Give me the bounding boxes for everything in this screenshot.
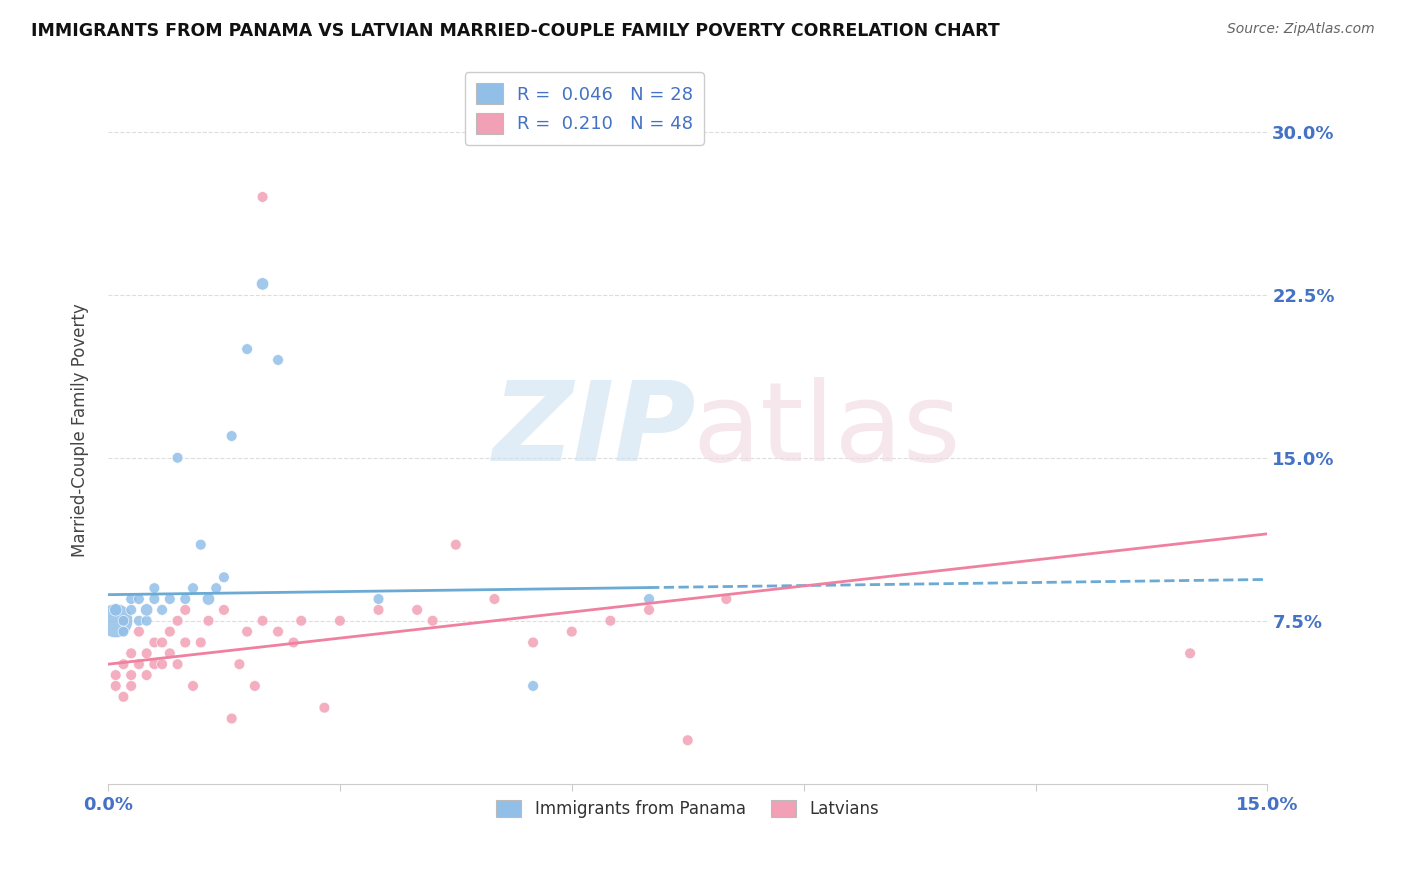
Point xyxy=(104,679,127,693)
Text: atlas: atlas xyxy=(693,377,962,484)
Point xyxy=(267,624,290,639)
Point xyxy=(190,635,212,649)
Point xyxy=(135,603,157,617)
Point xyxy=(166,614,188,628)
Point xyxy=(212,570,235,584)
Point xyxy=(205,581,228,595)
Point xyxy=(243,679,266,693)
Point xyxy=(221,429,243,443)
Point xyxy=(120,646,142,660)
Point xyxy=(314,700,336,714)
Point xyxy=(290,614,312,628)
Point xyxy=(228,657,250,672)
Point xyxy=(143,581,166,595)
Point xyxy=(120,603,142,617)
Point xyxy=(252,190,274,204)
Point xyxy=(128,592,150,607)
Point xyxy=(143,635,166,649)
Point xyxy=(181,679,204,693)
Point xyxy=(367,603,389,617)
Point xyxy=(444,538,467,552)
Point xyxy=(236,342,259,356)
Point xyxy=(406,603,429,617)
Point xyxy=(150,635,173,649)
Point xyxy=(716,592,738,607)
Point xyxy=(159,646,181,660)
Point xyxy=(112,624,135,639)
Point xyxy=(104,614,127,628)
Point xyxy=(197,592,219,607)
Point xyxy=(150,657,173,672)
Point xyxy=(522,635,544,649)
Text: IMMIGRANTS FROM PANAMA VS LATVIAN MARRIED-COUPLE FAMILY POVERTY CORRELATION CHAR: IMMIGRANTS FROM PANAMA VS LATVIAN MARRIE… xyxy=(31,22,1000,40)
Point xyxy=(236,624,259,639)
Point xyxy=(112,690,135,704)
Point xyxy=(166,657,188,672)
Point xyxy=(159,624,181,639)
Text: Source: ZipAtlas.com: Source: ZipAtlas.com xyxy=(1227,22,1375,37)
Point xyxy=(599,614,621,628)
Point xyxy=(252,614,274,628)
Legend: Immigrants from Panama, Latvians: Immigrants from Panama, Latvians xyxy=(489,793,886,825)
Point xyxy=(283,635,305,649)
Point xyxy=(120,679,142,693)
Point xyxy=(104,668,127,682)
Point xyxy=(150,603,173,617)
Point xyxy=(128,657,150,672)
Point xyxy=(422,614,444,628)
Text: ZIP: ZIP xyxy=(494,377,697,484)
Point xyxy=(104,603,127,617)
Point xyxy=(159,592,181,607)
Point xyxy=(190,538,212,552)
Point xyxy=(174,592,197,607)
Point xyxy=(252,277,274,291)
Point xyxy=(1178,646,1201,660)
Point xyxy=(212,603,235,617)
Point xyxy=(181,581,204,595)
Point xyxy=(128,614,150,628)
Point xyxy=(638,603,661,617)
Point xyxy=(135,646,157,660)
Point xyxy=(143,657,166,672)
Y-axis label: Married-Couple Family Poverty: Married-Couple Family Poverty xyxy=(72,303,89,558)
Point xyxy=(561,624,583,639)
Point xyxy=(174,635,197,649)
Point xyxy=(197,614,219,628)
Point xyxy=(367,592,389,607)
Point xyxy=(522,679,544,693)
Point xyxy=(128,624,150,639)
Point xyxy=(329,614,352,628)
Point xyxy=(120,592,142,607)
Point xyxy=(174,603,197,617)
Point xyxy=(135,668,157,682)
Point xyxy=(112,614,135,628)
Point xyxy=(484,592,506,607)
Point xyxy=(166,450,188,465)
Point xyxy=(120,668,142,682)
Point xyxy=(112,657,135,672)
Point xyxy=(135,614,157,628)
Point xyxy=(676,733,699,747)
Point xyxy=(221,712,243,726)
Point xyxy=(267,353,290,368)
Point xyxy=(638,592,661,607)
Point xyxy=(143,592,166,607)
